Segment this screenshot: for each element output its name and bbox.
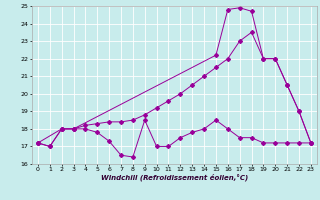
X-axis label: Windchill (Refroidissement éolien,°C): Windchill (Refroidissement éolien,°C) [101, 174, 248, 181]
